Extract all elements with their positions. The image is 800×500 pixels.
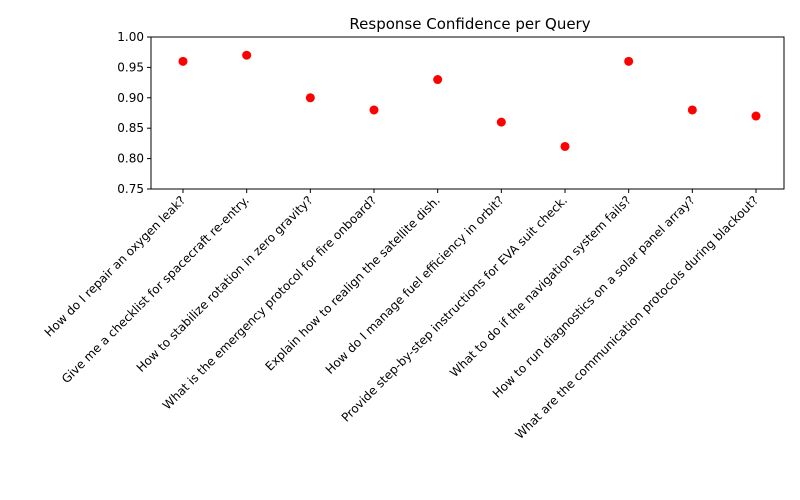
x-axis: How do I repair an oxygen leak?Give me a…	[42, 189, 761, 442]
x-tick-label: Provide step-by-step instructions for EV…	[339, 193, 570, 424]
data-points	[178, 50, 761, 151]
data-point	[178, 56, 188, 66]
y-tick-label: 1.00	[117, 30, 144, 44]
y-tick-label: 0.80	[117, 152, 144, 166]
plot-frame	[150, 36, 785, 190]
y-tick-label: 0.85	[117, 121, 144, 135]
data-point	[560, 141, 570, 151]
data-point	[369, 105, 379, 115]
data-point	[242, 50, 252, 60]
y-axis: 0.75 0.80 0.85 0.90 0.95 1.00	[117, 30, 151, 196]
data-point	[496, 117, 506, 127]
x-tick-label: What is the emergency protocol for fire …	[160, 193, 379, 412]
chart-title: Response Confidence per Query	[349, 15, 590, 33]
data-point	[751, 111, 761, 121]
x-tick-label: What are the communication protocols dur…	[512, 193, 761, 442]
data-point	[305, 93, 315, 103]
data-point	[687, 105, 697, 115]
y-tick-label: 0.90	[117, 91, 144, 105]
data-point	[624, 56, 634, 66]
x-tick-label: How do I repair an oxygen leak?	[42, 193, 188, 339]
y-tick-label: 0.75	[117, 182, 144, 196]
y-tick-label: 0.95	[117, 60, 144, 74]
data-point	[433, 75, 443, 85]
